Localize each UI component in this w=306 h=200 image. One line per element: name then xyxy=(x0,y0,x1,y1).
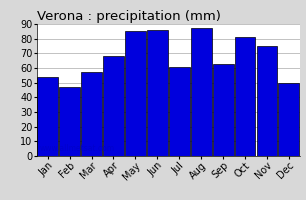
Bar xyxy=(59,87,80,156)
Bar xyxy=(125,31,146,156)
Bar xyxy=(256,46,278,156)
Bar xyxy=(103,56,124,156)
Bar xyxy=(147,30,168,156)
Bar xyxy=(81,72,102,156)
Bar xyxy=(213,64,233,156)
Bar xyxy=(235,37,256,156)
Text: Verona : precipitation (mm): Verona : precipitation (mm) xyxy=(37,10,221,23)
Text: www.allmetsat.com: www.allmetsat.com xyxy=(39,144,114,153)
Bar xyxy=(37,77,58,156)
Bar xyxy=(169,67,190,156)
Bar xyxy=(278,83,299,156)
Bar xyxy=(191,28,212,156)
